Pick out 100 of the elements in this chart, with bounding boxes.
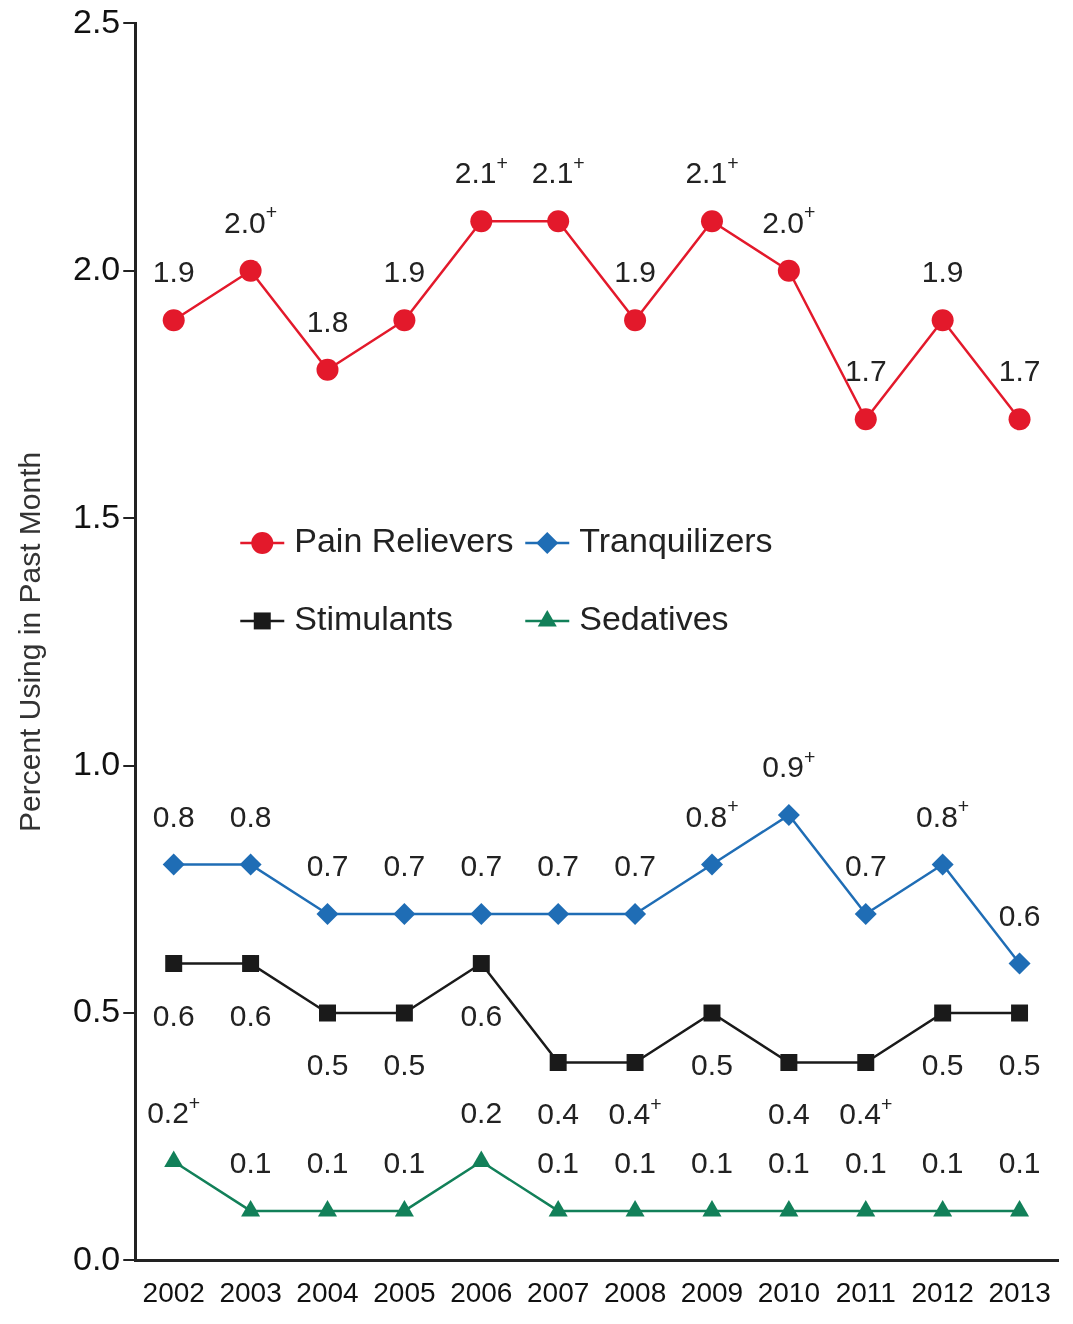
data-label: 0.6 — [152, 998, 195, 1032]
data-label: 1.9 — [152, 255, 195, 289]
data-label: 0.1 — [306, 1145, 349, 1179]
point — [393, 903, 416, 926]
point — [780, 1053, 798, 1071]
data-label: 0.4 — [768, 1097, 810, 1131]
y-tick-label: 2.0 — [73, 249, 121, 288]
point — [470, 903, 493, 926]
data-label: 1.9 — [383, 255, 426, 289]
data-label: 2.1+ — [531, 151, 585, 190]
point — [472, 955, 490, 973]
data-label: 0.7 — [460, 849, 503, 883]
point — [316, 903, 339, 926]
data-label: 0.5 — [998, 1048, 1041, 1081]
legend-label: Sedatives — [579, 599, 729, 638]
y-tick-label: 0.0 — [73, 1238, 121, 1277]
point — [624, 903, 647, 926]
point — [395, 1004, 413, 1022]
data-label: 0.4+ — [608, 1092, 662, 1131]
y-tick-label: 1.5 — [73, 496, 121, 535]
point — [316, 358, 339, 381]
x-tick-label: 2009 — [680, 1276, 744, 1308]
y-tick-label: 0.5 — [73, 991, 121, 1030]
legend-label: Pain Relievers — [294, 521, 514, 560]
data-label: 1.8 — [306, 304, 349, 338]
data-label: 0.2+ — [147, 1091, 201, 1130]
data-label: 1.9 — [614, 255, 656, 289]
point — [931, 309, 954, 332]
point — [165, 955, 183, 973]
point — [700, 853, 723, 876]
data-label: 0.1 — [537, 1145, 580, 1179]
data-label: 0.9+ — [762, 745, 816, 784]
data-label: 0.6 — [460, 998, 503, 1032]
data-label: 0.7 — [614, 849, 656, 883]
data-label: 0.7 — [383, 849, 426, 883]
y-tick-label: 1.0 — [73, 743, 121, 782]
data-label: 0.1 — [921, 1145, 964, 1179]
data-label: 2.0+ — [762, 201, 816, 239]
data-label: 0.1 — [691, 1145, 733, 1179]
data-label: 1.7 — [998, 354, 1041, 388]
x-tick-label: 2004 — [296, 1276, 359, 1308]
x-tick-label: 2006 — [450, 1276, 513, 1308]
x-tick-label: 2008 — [603, 1276, 667, 1308]
point — [393, 309, 416, 332]
data-label: 1.7 — [844, 354, 887, 388]
point — [1008, 952, 1031, 975]
x-tick-label: 2005 — [373, 1276, 436, 1308]
data-label: 0.1 — [844, 1145, 887, 1179]
point — [854, 408, 877, 431]
data-label: 0.5 — [383, 1048, 426, 1081]
data-label: 0.1 — [229, 1145, 272, 1179]
point — [162, 853, 185, 876]
point — [549, 1053, 567, 1071]
point — [777, 804, 800, 827]
point — [857, 1053, 875, 1071]
x-tick-label: 2013 — [988, 1276, 1051, 1308]
point — [854, 903, 877, 926]
data-label: 0.8+ — [916, 795, 970, 833]
x-tick-label: 2003 — [219, 1276, 282, 1308]
x-tick-label: 2007 — [527, 1276, 590, 1308]
x-tick-label: 2012 — [911, 1276, 974, 1308]
point — [934, 1004, 952, 1022]
point — [703, 1004, 721, 1022]
data-label: 0.6 — [998, 898, 1041, 932]
point — [624, 309, 647, 332]
point — [162, 309, 185, 332]
legend-label: Tranquilizers — [579, 521, 773, 560]
data-label: 0.7 — [844, 849, 887, 883]
point — [547, 210, 570, 233]
point — [700, 210, 723, 233]
data-label: 2.1+ — [685, 151, 739, 190]
data-label: 2.0+ — [224, 201, 278, 239]
data-label: 1.9 — [921, 255, 964, 289]
legend-label: Stimulants — [294, 599, 453, 638]
point — [626, 1053, 644, 1071]
point — [931, 853, 954, 876]
data-label: 0.7 — [537, 849, 580, 883]
data-label: 0.6 — [229, 998, 272, 1032]
data-label: 0.1 — [614, 1145, 656, 1179]
data-label: 2.1+ — [454, 151, 508, 190]
point — [319, 1004, 336, 1022]
data-label: 0.7 — [306, 849, 349, 883]
x-tick-label: 2002 — [142, 1276, 205, 1308]
data-label: 0.5 — [691, 1048, 733, 1081]
data-label: 0.1 — [998, 1145, 1041, 1179]
data-label: 0.8+ — [685, 795, 739, 833]
point — [470, 210, 493, 233]
data-label: 0.5 — [306, 1048, 349, 1081]
y-axis-title: Percent Using in Past Month — [13, 451, 47, 832]
data-label: 0.4 — [537, 1097, 580, 1131]
point — [239, 259, 262, 282]
point — [777, 259, 800, 282]
data-label: 0.8 — [229, 799, 272, 833]
data-label: 0.1 — [768, 1145, 810, 1179]
point — [1011, 1004, 1029, 1022]
point — [1008, 408, 1031, 431]
data-label: 0.1 — [383, 1145, 426, 1179]
y-tick-label: 2.5 — [73, 1, 121, 40]
data-label: 0.5 — [921, 1048, 964, 1081]
x-tick-label: 2011 — [835, 1276, 896, 1308]
